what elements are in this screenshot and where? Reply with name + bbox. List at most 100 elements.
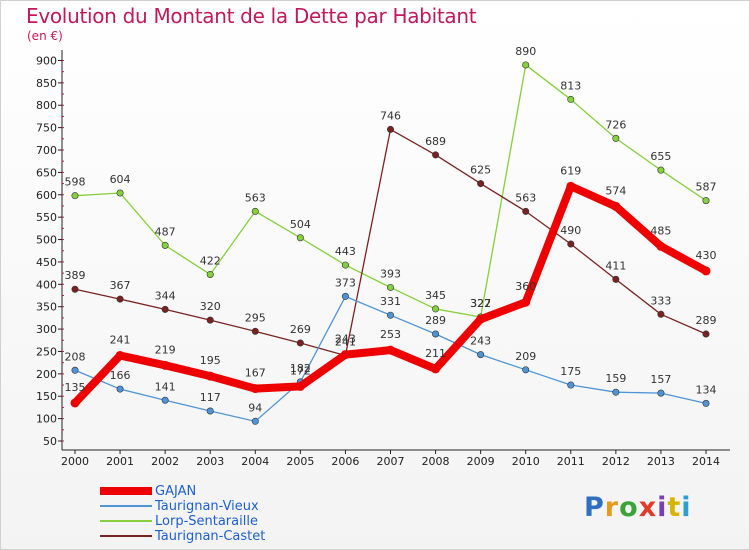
data-label: 587 <box>696 181 717 194</box>
data-point <box>386 311 394 319</box>
data-label: 243 <box>335 333 356 346</box>
data-label: 182 <box>290 362 311 375</box>
x-tick-label: 2014 <box>692 455 720 468</box>
x-tick-label: 2010 <box>512 455 540 468</box>
data-label: 726 <box>605 118 626 131</box>
data-point <box>70 398 80 408</box>
data-label: 574 <box>605 184 626 197</box>
data-point <box>71 285 79 293</box>
data-label: 241 <box>110 333 131 346</box>
data-label: 619 <box>560 164 581 177</box>
data-label: 295 <box>245 311 266 324</box>
data-point <box>566 181 576 191</box>
x-tick-label: 2007 <box>377 455 405 468</box>
logo-letter: i <box>681 492 692 523</box>
data-label: 289 <box>425 314 446 327</box>
data-point <box>251 327 259 335</box>
y-tick-label: 750 <box>36 122 57 135</box>
data-point <box>296 339 304 347</box>
logo-letter: x <box>638 492 658 523</box>
data-label: 389 <box>65 269 86 282</box>
x-tick-label: 2000 <box>61 455 89 468</box>
data-label: 344 <box>155 289 176 302</box>
data-point <box>432 330 440 338</box>
data-label: 209 <box>515 350 536 363</box>
data-label: 485 <box>650 224 671 237</box>
data-label: 689 <box>425 135 446 148</box>
data-label: 241 <box>335 335 356 348</box>
data-point <box>341 292 349 300</box>
data-point <box>522 366 530 374</box>
data-label: 367 <box>110 279 131 292</box>
data-label: 393 <box>380 267 401 280</box>
y-tick-label: 200 <box>36 368 57 381</box>
data-label: 598 <box>65 176 86 189</box>
data-point <box>702 330 710 338</box>
x-tick-label: 2004 <box>241 455 269 468</box>
data-label: 411 <box>605 259 626 272</box>
data-label: 563 <box>245 191 266 204</box>
x-tick-label: 2003 <box>196 455 224 468</box>
data-point <box>702 197 710 205</box>
data-point <box>206 270 214 278</box>
data-label: 655 <box>650 150 671 163</box>
data-label: 211 <box>425 347 446 360</box>
x-tick-label: 2001 <box>106 455 134 468</box>
data-label: 890 <box>515 45 536 58</box>
data-label: 175 <box>560 365 581 378</box>
legend-swatch <box>100 520 152 522</box>
logo-letter: o <box>619 492 639 523</box>
data-label: 208 <box>65 350 86 363</box>
data-label: 157 <box>650 373 671 386</box>
data-label: 135 <box>65 381 86 394</box>
data-point <box>116 295 124 303</box>
logo-letter: t <box>667 492 682 523</box>
y-tick-label: 800 <box>36 99 57 112</box>
data-point <box>657 389 665 397</box>
data-label: 320 <box>200 300 221 313</box>
chart-title: Evolution du Montant de la Dette par Hab… <box>26 4 477 28</box>
legend-swatch <box>100 487 152 495</box>
data-label: 159 <box>605 372 626 385</box>
x-tick-label: 2005 <box>286 455 314 468</box>
y-tick-label: 600 <box>36 189 57 202</box>
y-tick-label: 700 <box>36 144 57 157</box>
x-tick-label: 2011 <box>557 455 585 468</box>
data-label: 604 <box>110 173 131 186</box>
legend-swatch <box>100 505 152 507</box>
data-label: 625 <box>470 164 491 177</box>
data-point <box>160 360 170 370</box>
y-tick-label: 150 <box>36 390 57 403</box>
data-point <box>161 305 169 313</box>
data-label: 430 <box>696 249 717 262</box>
data-point <box>612 134 620 142</box>
legend-swatch <box>100 535 152 537</box>
logo-letter: P <box>584 492 605 523</box>
data-point <box>250 384 260 394</box>
data-label: 487 <box>155 225 176 238</box>
data-point <box>205 371 215 381</box>
data-point <box>386 345 395 355</box>
series-line-taurignan-castet <box>74 128 707 357</box>
data-point <box>340 350 350 360</box>
data-point <box>116 189 124 197</box>
data-point <box>522 207 530 215</box>
data-label: 289 <box>696 314 717 327</box>
data-label: 422 <box>200 254 221 267</box>
y-tick-label: 100 <box>36 413 57 426</box>
data-point <box>431 364 441 374</box>
y-tick-label: 650 <box>36 166 57 179</box>
y-tick-label: 300 <box>36 323 57 336</box>
data-point <box>656 241 666 251</box>
data-point <box>477 351 485 359</box>
data-label: 269 <box>290 323 311 336</box>
logo-letter: r <box>604 492 620 523</box>
y-tick-label: 350 <box>36 301 57 314</box>
data-point <box>432 151 440 159</box>
y-tick-label: 550 <box>36 211 57 224</box>
data-label: 373 <box>335 276 356 289</box>
data-point <box>206 316 214 324</box>
data-point <box>206 407 214 415</box>
